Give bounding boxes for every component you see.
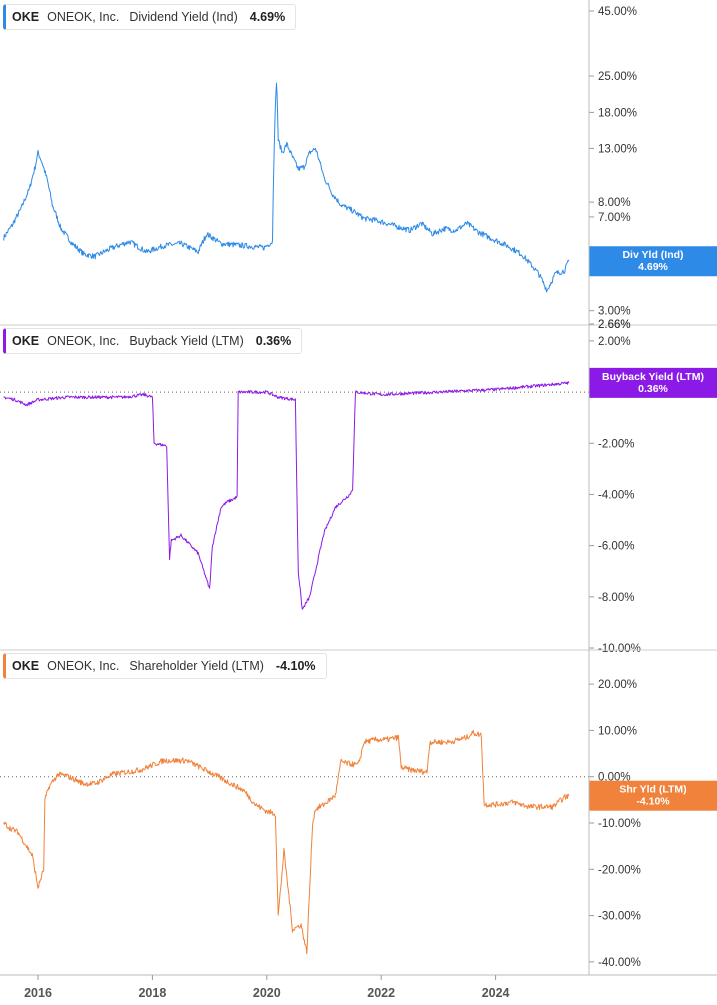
x-tick-label: 2016: [24, 986, 52, 1000]
legend-value: 4.69%: [249, 10, 286, 24]
legend-buyback-yield: OKE ONEOK, Inc. Buyback Yield (LTM) 0.36…: [3, 328, 303, 354]
y-tick-label: 7.00%: [598, 212, 631, 224]
legend-shareholder-yield: OKE ONEOK, Inc. Shareholder Yield (LTM) …: [3, 653, 327, 679]
y-tick-label: 18.00%: [598, 107, 637, 119]
value-tag-label: Shr Yld (LTM): [619, 784, 686, 796]
legend-ticker: OKE: [12, 10, 40, 24]
y-tick-label: -40.00%: [598, 957, 641, 969]
shareholder-yield-line: [3, 729, 570, 955]
value-tag-label: Div Yld (Ind): [622, 249, 683, 261]
legend-value: 0.36%: [255, 334, 292, 348]
y-tick-label: -10.00%: [598, 643, 641, 655]
y-tick-label: -6.00%: [598, 541, 634, 553]
x-tick-label: 2022: [367, 986, 395, 1000]
value-tag-label: 4.69%: [638, 261, 668, 273]
buyback-yield-line: [3, 381, 570, 610]
y-tick-label: 8.00%: [598, 197, 631, 209]
dividend-yield-line: [3, 82, 570, 293]
y-tick-label: 45.00%: [598, 6, 637, 18]
y-tick-label: 2.66%: [598, 319, 631, 331]
x-tick-label: 2020: [253, 986, 281, 1000]
y-tick-label: 13.00%: [598, 143, 637, 155]
y-tick-label: -30.00%: [598, 911, 641, 923]
y-tick-label: 25.00%: [598, 71, 637, 83]
y-tick-label: -10.00%: [598, 818, 641, 830]
y-tick-label: -2.00%: [598, 438, 634, 450]
legend-company: ONEOK, Inc.: [47, 334, 120, 348]
legend-value: -4.10%: [275, 659, 316, 673]
y-tick-label: 3.00%: [598, 306, 631, 318]
legend-company: ONEOK, Inc.: [47, 659, 120, 673]
legend-company: ONEOK, Inc.: [47, 10, 120, 24]
legend-ticker: OKE: [12, 659, 40, 673]
y-tick-label: -4.00%: [598, 489, 634, 501]
y-tick-label: 20.00%: [598, 679, 637, 691]
y-tick-label: -20.00%: [598, 864, 641, 876]
legend-metric: Dividend Yield (Ind): [129, 10, 238, 24]
value-tag-label: 0.36%: [638, 383, 668, 395]
legend-metric: Buyback Yield (LTM): [129, 334, 244, 348]
value-tag-label: -4.10%: [636, 796, 670, 808]
value-tag-label: Buyback Yield (LTM): [602, 371, 704, 383]
x-tick-label: 2024: [482, 986, 510, 1000]
x-tick-label: 2018: [138, 986, 166, 1000]
legend-ticker: OKE: [12, 334, 40, 348]
value-tag: [589, 246, 717, 277]
legend-metric: Shareholder Yield (LTM): [129, 659, 264, 673]
y-tick-label: 2.00%: [598, 336, 631, 348]
y-tick-label: -8.00%: [598, 592, 634, 604]
value-tag: [589, 367, 717, 398]
legend-dividend-yield: OKE ONEOK, Inc. Dividend Yield (Ind) 4.6…: [3, 4, 297, 30]
y-tick-label: 10.00%: [598, 725, 637, 737]
value-tag: [589, 780, 717, 811]
